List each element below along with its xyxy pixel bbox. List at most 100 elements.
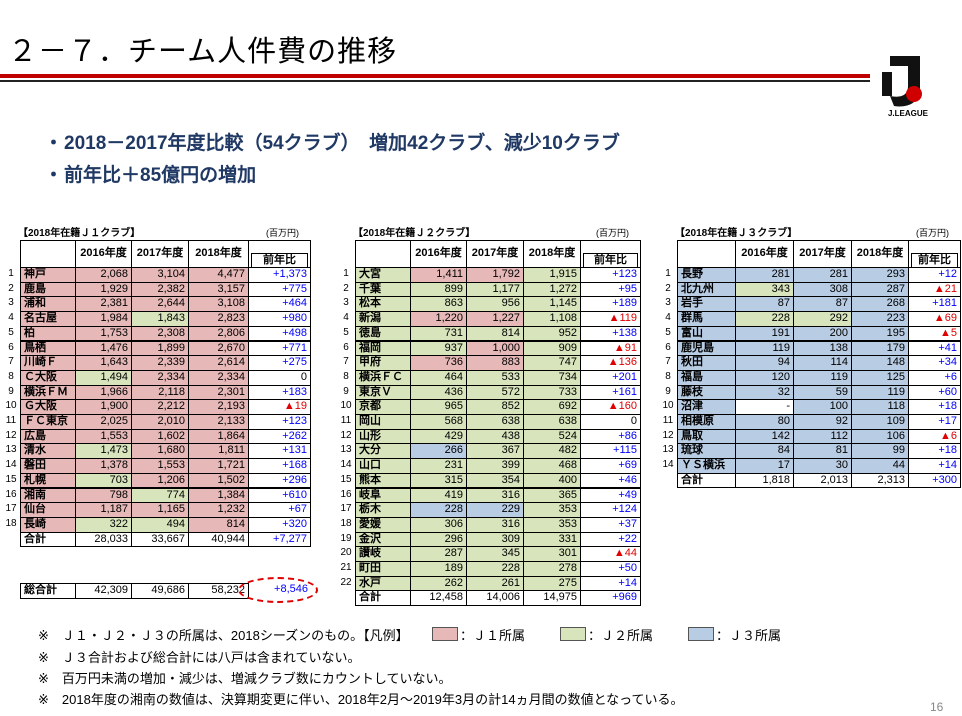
value-cell: 109: [851, 414, 909, 430]
value-cell: 1,177: [466, 281, 524, 298]
value-cell: 1,843: [131, 311, 189, 327]
diff-cell: ▲69: [908, 311, 961, 327]
club-name: 鳥取: [677, 428, 736, 445]
value-cell: 195: [851, 325, 909, 342]
value-cell: 2,013: [793, 472, 852, 489]
value-cell: 228: [410, 502, 467, 518]
value-cell: 1,602: [131, 428, 189, 445]
club-name: 福岡: [355, 340, 411, 357]
value-cell: 937: [410, 340, 467, 357]
diff-cell: +22: [580, 531, 641, 548]
row-number: 16: [340, 488, 352, 500]
value-cell: 1,502: [188, 472, 249, 489]
value-cell: 2,644: [131, 296, 189, 313]
value-cell: 1,984: [75, 311, 132, 327]
value-cell: 798: [75, 487, 132, 504]
value-cell: 2,334: [131, 369, 189, 386]
club-name: 富山: [677, 325, 736, 342]
club-name: 神戸: [20, 267, 76, 283]
value-cell: 343: [735, 281, 794, 298]
diff-cell: +49: [580, 487, 641, 504]
value-cell: 1,966: [75, 384, 132, 401]
row-number: 13: [662, 444, 674, 456]
club-name: 甲府: [355, 355, 411, 371]
diff-cell: 0: [248, 369, 311, 386]
value-cell: 2,068: [75, 267, 132, 283]
diff-cell: +1,373: [248, 267, 311, 283]
row-number: 1: [8, 268, 14, 279]
table-caption: 【2018年在籍Ｊ２クラブ】: [353, 228, 476, 239]
header-cell: 2017年度: [466, 240, 524, 268]
value-cell: 12,458: [410, 590, 467, 607]
row-number: 6: [665, 341, 671, 353]
diff-cell: +69: [580, 458, 641, 474]
diff-cell: +183: [248, 384, 311, 401]
club-name: 松本: [355, 296, 411, 313]
diff-cell: +300: [908, 472, 961, 489]
row-number: 11: [5, 415, 17, 426]
value-cell: 120: [735, 369, 794, 386]
club-name: 柏: [20, 325, 76, 342]
legend-label: ：Ｊ３所属: [716, 628, 782, 643]
diff-cell: +181: [908, 296, 961, 313]
diff-cell: +123: [248, 414, 311, 430]
club-name: 熊本: [355, 472, 411, 489]
value-cell: 464: [410, 369, 467, 386]
value-cell: 331: [523, 531, 581, 548]
value-cell: 106: [851, 428, 909, 445]
value-cell: 287: [410, 546, 467, 562]
diff-cell: +775: [248, 281, 311, 298]
diff-cell: +12: [908, 267, 961, 283]
row-number: 17: [340, 503, 352, 515]
value-cell: 118: [851, 399, 909, 415]
value-cell: 189: [410, 561, 467, 577]
value-cell: 1,494: [75, 369, 132, 386]
legend-label: ：Ｊ１所属: [460, 628, 526, 643]
value-cell: 2,670: [188, 340, 249, 357]
value-cell: 899: [410, 281, 467, 298]
note: ※ Ｊ３合計および総合計には八戸は含まれていない。: [38, 650, 361, 665]
value-cell: 2,382: [131, 281, 189, 298]
diff-cell: +17: [908, 414, 961, 430]
table-unit: (百万円): [266, 228, 299, 238]
value-cell: 1,227: [466, 311, 524, 327]
value-cell: 33,667: [131, 531, 189, 548]
club-name: 水戸: [355, 575, 411, 592]
total-label: 合計: [677, 472, 736, 489]
row-number: 10: [340, 400, 352, 412]
club-name: 福島: [677, 369, 736, 386]
value-cell: 2,339: [131, 355, 189, 371]
diff-cell: +86: [580, 428, 641, 445]
diff-cell: 0: [580, 414, 641, 430]
value-cell: 572: [466, 384, 524, 401]
diff-cell: +34: [908, 355, 961, 371]
row-number: 9: [8, 385, 14, 397]
row-number: 2: [8, 282, 14, 294]
diff-cell: +771: [248, 340, 311, 357]
title-rule-dark: [0, 80, 870, 82]
value-cell: 1,187: [75, 502, 132, 518]
value-cell: 125: [851, 369, 909, 386]
value-cell: 281: [735, 267, 794, 283]
value-cell: 747: [523, 355, 581, 371]
value-cell: 275: [523, 575, 581, 592]
value-cell: 2,010: [131, 414, 189, 430]
club-name: 沼津: [677, 399, 736, 415]
club-name: 秋田: [677, 355, 736, 371]
header-cell: [20, 240, 76, 268]
value-cell: 316: [466, 487, 524, 504]
value-cell: 100: [793, 399, 852, 415]
value-cell: 2,806: [188, 325, 249, 342]
value-cell: 112: [793, 428, 852, 445]
value-cell: 28,033: [75, 531, 132, 548]
diff-cell: +262: [248, 428, 311, 445]
slide-title: ２－７．チーム人件費の推移: [8, 36, 398, 68]
diff-cell: ▲21: [908, 281, 961, 298]
bullet: 前年比＋85億円の増加: [64, 165, 257, 186]
value-cell: 223: [851, 311, 909, 327]
total-label: 合計: [355, 590, 411, 607]
row-number: 7: [665, 356, 671, 368]
club-name: 大宮: [355, 267, 411, 283]
diff-cell: +161: [580, 384, 641, 401]
row-number: 15: [5, 473, 17, 485]
